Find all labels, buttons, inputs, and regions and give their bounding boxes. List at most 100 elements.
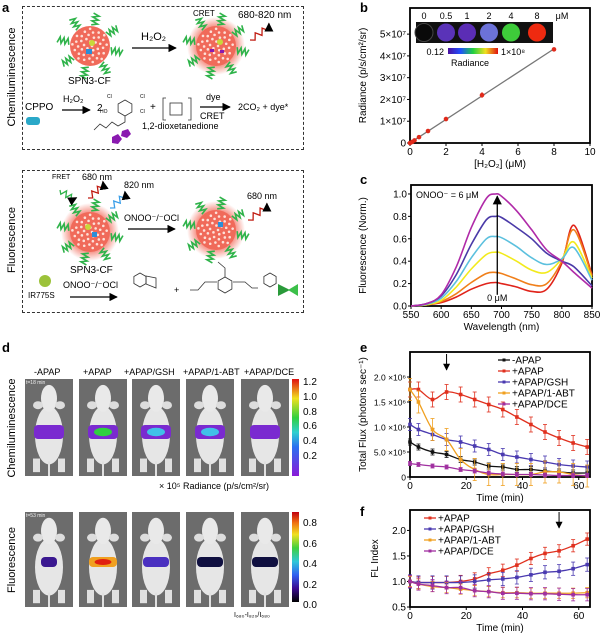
data-point bbox=[472, 397, 477, 402]
data-point bbox=[529, 422, 533, 427]
data-point bbox=[557, 549, 561, 553]
data-point bbox=[571, 473, 575, 478]
particle-dot bbox=[77, 238, 81, 242]
mouse-image-chemi bbox=[25, 379, 73, 476]
chart-c: 550 600 650 700 750 800 850 0.0 0.2 0.4 0.6 0.8 1.0 W… bbox=[358, 184, 600, 333]
well-label: 1 bbox=[464, 11, 469, 21]
data-point bbox=[443, 116, 449, 122]
data-point bbox=[416, 582, 421, 586]
y-tick-label: 0.4 bbox=[393, 257, 407, 268]
polymer-brush-icon bbox=[236, 45, 250, 58]
mouse-leg bbox=[249, 589, 256, 604]
particle-dot bbox=[206, 232, 210, 235]
particle-dot bbox=[92, 222, 96, 225]
legend-label: +APAP/DCE bbox=[512, 400, 568, 411]
data-point bbox=[543, 470, 547, 474]
particle-dot bbox=[96, 233, 100, 237]
y-tick-label: 1×10⁷ bbox=[380, 117, 407, 128]
particle-dot bbox=[203, 241, 206, 244]
particle-dot bbox=[83, 30, 87, 33]
x-tick-label: 750 bbox=[523, 310, 540, 321]
fret-label: FRET bbox=[52, 174, 71, 181]
particle-dot bbox=[221, 56, 225, 60]
ester-chain bbox=[93, 116, 126, 131]
particle-dot bbox=[82, 229, 86, 233]
data-point bbox=[557, 436, 561, 440]
data-point bbox=[444, 437, 449, 442]
column-header: -APAP bbox=[34, 367, 61, 377]
plot-frame bbox=[409, 509, 591, 608]
particle-core bbox=[196, 26, 236, 66]
mouse-head bbox=[95, 517, 111, 545]
data-point bbox=[515, 563, 519, 567]
data-point bbox=[557, 470, 561, 474]
particle-dot bbox=[102, 219, 106, 223]
y-axis-label: FL Index bbox=[370, 539, 381, 578]
polymer-brush-icon bbox=[215, 196, 228, 210]
particle-dot bbox=[75, 34, 79, 38]
dye-icon bbox=[92, 232, 97, 237]
colorbar-tick: 0.6 bbox=[303, 421, 317, 433]
dye-icon bbox=[217, 39, 223, 45]
data-point bbox=[557, 569, 561, 574]
nanoparticle bbox=[182, 196, 250, 264]
benzene-ring bbox=[263, 272, 277, 288]
particle-dot bbox=[224, 226, 228, 230]
x-tick-label: 40 bbox=[517, 481, 529, 492]
mouse-tail bbox=[48, 592, 50, 607]
polymer-brush-icon bbox=[98, 61, 111, 75]
plus-sign: + bbox=[150, 102, 156, 113]
particle-dot bbox=[211, 37, 214, 41]
dye-icon bbox=[85, 224, 91, 230]
particle-dot bbox=[91, 53, 95, 57]
mouse-leg bbox=[140, 458, 147, 473]
data-point bbox=[571, 441, 575, 445]
particle-dot bbox=[197, 227, 200, 230]
particle-dot bbox=[105, 229, 108, 232]
mouse-tail bbox=[102, 592, 104, 607]
particle-dot bbox=[97, 36, 100, 39]
y-tick-label: 1.5 bbox=[392, 551, 406, 562]
particle-dot bbox=[228, 38, 231, 42]
emission-arrow bbox=[87, 180, 109, 199]
signal-region bbox=[197, 557, 223, 567]
particle-dot bbox=[208, 237, 212, 241]
particle-dot bbox=[102, 237, 105, 241]
x-tick-label: 6 bbox=[515, 147, 521, 158]
mouse-leg bbox=[87, 458, 94, 473]
particle-dot bbox=[95, 242, 99, 246]
particle-dot bbox=[217, 215, 221, 218]
panel-label-b: b bbox=[360, 0, 368, 15]
cret-label: CRET bbox=[193, 9, 215, 18]
mouse-ear bbox=[194, 401, 204, 410]
polymer-brush-icon bbox=[224, 245, 237, 259]
bracket bbox=[162, 97, 192, 121]
particle-dot bbox=[199, 48, 203, 52]
data-point bbox=[412, 138, 417, 143]
data-point bbox=[408, 461, 412, 466]
mouse-image-fluo bbox=[241, 512, 289, 607]
particle-dot bbox=[203, 52, 207, 56]
y-axis-label: Fluorescence (Norm.) bbox=[358, 197, 369, 294]
x-tick-label: 60 bbox=[573, 611, 585, 622]
x-axis-label: Time (min) bbox=[476, 623, 523, 634]
polymer-brush-icon bbox=[182, 218, 196, 231]
colorbar-tick: 0.0 bbox=[303, 600, 317, 611]
particle-dot bbox=[223, 220, 226, 223]
data-point bbox=[408, 440, 412, 444]
emission-arrow bbox=[249, 22, 274, 41]
colorbar-ticks: 0.8 0.6 0.4 0.2 0.0 bbox=[303, 514, 323, 617]
signal-region bbox=[250, 425, 280, 439]
data-point bbox=[515, 415, 519, 419]
particle-dot bbox=[205, 223, 209, 227]
y-axis-label: Radiance (p/s/cm²/sr) bbox=[358, 28, 369, 124]
data-point bbox=[458, 392, 463, 397]
data-point bbox=[501, 591, 505, 596]
well-label: 4 bbox=[508, 11, 513, 21]
legend-marker bbox=[428, 527, 432, 531]
particle-dot bbox=[87, 219, 90, 223]
polymer-brush-icon bbox=[78, 252, 91, 266]
particle-dot bbox=[97, 52, 101, 55]
particle-dot bbox=[202, 229, 206, 232]
particle-dot bbox=[102, 51, 105, 55]
